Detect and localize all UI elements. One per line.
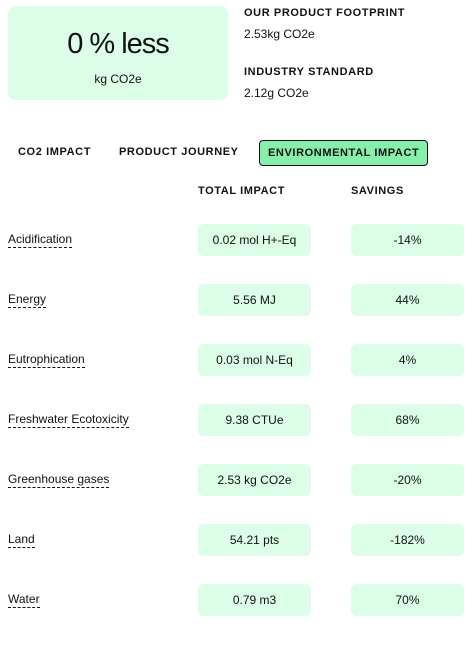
savings-summary-card: 0 % less kg CO2e [8, 6, 228, 100]
total-impact-value: 0.03 mol N-Eq [198, 344, 311, 376]
product-footprint: OUR PRODUCT FOOTPRINT 2.53kg CO2e [244, 7, 405, 41]
product-footprint-label: OUR PRODUCT FOOTPRINT [244, 7, 406, 19]
table-row: Land 54.21 pts -182% [0, 524, 476, 556]
impact-category-label[interactable]: Freshwater Ecotoxicity [8, 412, 129, 428]
impact-category-label[interactable]: Greenhouse gases [8, 472, 110, 488]
total-impact-value: 0.02 mol H+-Eq [198, 224, 311, 256]
total-impact-value: 5.56 MJ [198, 284, 311, 316]
savings-value: -182% [351, 524, 464, 556]
tab-product-journey[interactable]: PRODUCT JOURNEY [119, 146, 239, 158]
savings-value: 44% [351, 284, 464, 316]
savings-percentage: 0 % less [67, 28, 170, 60]
total-impact-value: 54.21 pts [198, 524, 311, 556]
industry-standard: INDUSTRY STANDARD 2.12g CO2e [244, 66, 374, 100]
total-impact-value: 2.53 kg CO2e [198, 464, 311, 496]
total-impact-header: TOTAL IMPACT [198, 185, 286, 197]
impact-category-label[interactable]: Energy [8, 292, 47, 308]
savings-unit: kg CO2e [94, 72, 142, 86]
product-footprint-value: 2.53kg CO2e [244, 27, 315, 41]
savings-value: 68% [351, 404, 464, 436]
total-impact-value: 0.79 m3 [198, 584, 311, 616]
savings-value: -20% [351, 464, 464, 496]
total-impact-value: 9.38 CTUe [198, 404, 311, 436]
industry-standard-label: INDUSTRY STANDARD [244, 66, 374, 78]
table-row: Eutrophication 0.03 mol N-Eq 4% [0, 344, 476, 376]
table-row: Acidification 0.02 mol H+-Eq -14% [0, 224, 476, 256]
savings-value: 70% [351, 584, 464, 616]
tab-co2-impact[interactable]: CO2 IMPACT [18, 146, 92, 158]
table-row: Energy 5.56 MJ 44% [0, 284, 476, 316]
table-row: Freshwater Ecotoxicity 9.38 CTUe 68% [0, 404, 476, 436]
table-row: Greenhouse gases 2.53 kg CO2e -20% [0, 464, 476, 496]
savings-value: -14% [351, 224, 464, 256]
impact-category-label[interactable]: Water [8, 592, 40, 608]
savings-value: 4% [351, 344, 464, 376]
impact-category-label[interactable]: Land [8, 532, 35, 548]
table-row: Water 0.79 m3 70% [0, 584, 476, 616]
industry-standard-value: 2.12g CO2e [244, 86, 309, 100]
tab-environmental-impact[interactable]: ENVIRONMENTAL IMPACT [259, 140, 429, 166]
impact-category-label[interactable]: Eutrophication [8, 352, 85, 368]
impact-category-label[interactable]: Acidification [8, 232, 73, 248]
savings-header: SAVINGS [351, 185, 404, 197]
